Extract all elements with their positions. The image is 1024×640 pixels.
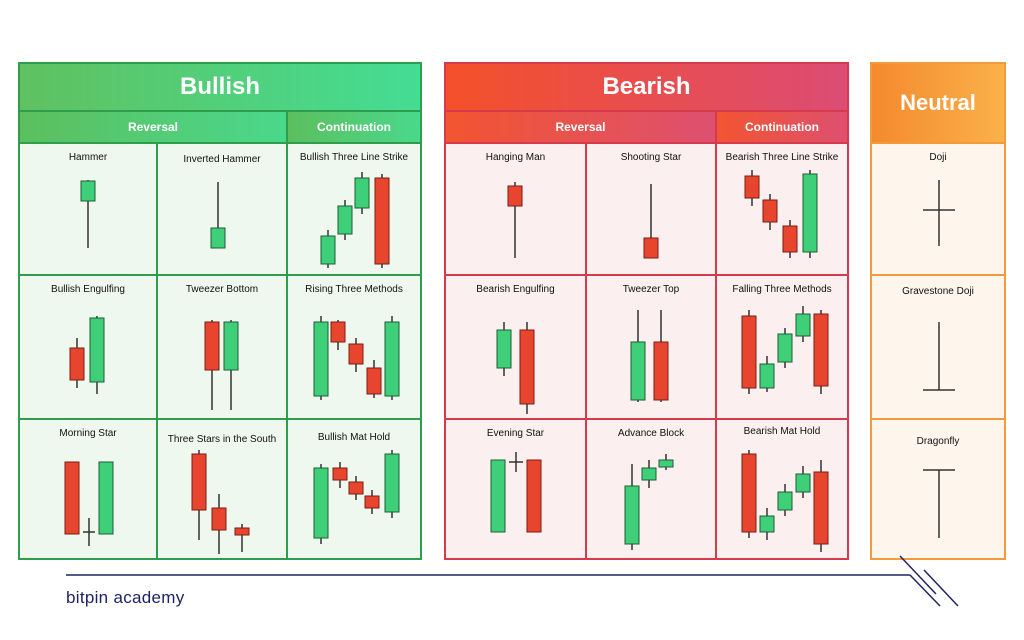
pattern-label: Three Stars in the South	[167, 434, 277, 445]
rising-three-methods-candles-icon	[313, 316, 400, 400]
pattern-bearish-three-line-strike: Bearish Three Line Strike	[717, 144, 847, 276]
bullish-reversal-header: Reversal	[20, 112, 288, 144]
pattern-bearish-engulfing: Bearish Engulfing	[446, 276, 587, 420]
pattern-dragonfly: Dragonfly	[872, 420, 1004, 558]
pattern-label: Hanging Man	[485, 152, 546, 163]
bearish-three-line-strike-candles-icon	[744, 170, 818, 258]
pattern-rising-three-methods: Rising Three Methods	[288, 276, 420, 420]
pattern-falling-three-methods: Falling Three Methods	[717, 276, 847, 420]
morning-star-candles-icon	[64, 461, 114, 546]
brand-logo-text: bitpin academy	[66, 588, 185, 607]
dragonfly-candle-icon	[923, 469, 955, 538]
pattern-label: Hammer	[68, 152, 108, 163]
bullish-three-line-strike-candles-icon	[320, 172, 390, 268]
pattern-label: Tweezer Bottom	[185, 284, 259, 295]
pattern-label: Bullish Three Line Strike	[299, 152, 409, 163]
hammer-candle-icon	[80, 180, 96, 248]
bearish-title: Bearish	[446, 64, 847, 112]
gravestone-doji-candle-icon	[923, 322, 955, 391]
pattern-label: Morning Star	[59, 428, 117, 439]
pattern-bullish-engulfing: Bullish Engulfing	[20, 276, 158, 420]
bearish-continuation-header: Continuation	[717, 112, 847, 144]
bearish-engulfing-candles-icon	[496, 322, 535, 414]
pattern-label: Bullish Engulfing	[51, 284, 125, 295]
pattern-morning-star: Morning Star	[20, 420, 158, 558]
tweezer-top-candles-icon	[630, 310, 669, 402]
tweezer-bottom-candles-icon	[204, 320, 239, 410]
pattern-bearish-mat-hold: Bearish Mat Hold	[717, 420, 847, 558]
pattern-advance-block: Advance Block	[587, 420, 717, 558]
evening-star-candles-icon	[490, 452, 542, 533]
neutral-title: Neutral	[872, 64, 1004, 144]
bullish-title: Bullish	[20, 64, 420, 112]
bullish-mat-hold-candles-icon	[313, 450, 400, 544]
bearish-reversal-header: Reversal	[446, 112, 717, 144]
pattern-tweezer-bottom: Tweezer Bottom	[158, 276, 288, 420]
pattern-label: Dragonfly	[916, 436, 960, 447]
pattern-label: Bearish Engulfing	[476, 284, 555, 295]
bearish-panel: Bearish Reversal Continuation Hanging Ma…	[444, 62, 849, 560]
pattern-three-stars-in-the-south: Three Stars in the South	[158, 420, 288, 558]
bullish-continuation-header: Continuation	[288, 112, 420, 144]
shooting-star-candle-icon	[643, 184, 659, 259]
pattern-doji: Doji	[872, 144, 1004, 276]
pattern-bullish-three-line-strike: Bullish Three Line Strike	[288, 144, 420, 276]
pattern-gravestone-doji: Gravestone Doji	[872, 276, 1004, 420]
inverted-hammer-candle-icon	[210, 182, 226, 249]
bullish-panel: Bullish Reversal Continuation Hammer Inv…	[18, 62, 422, 560]
pattern-label: Rising Three Methods	[305, 284, 403, 295]
hanging-man-candle-icon	[507, 182, 523, 258]
bearish-mat-hold-candles-icon	[741, 450, 829, 552]
pattern-label: Inverted Hammer	[183, 154, 261, 165]
pattern-label: Doji	[929, 152, 947, 163]
pattern-hanging-man: Hanging Man	[446, 144, 587, 276]
pattern-label: Advance Block	[617, 428, 685, 439]
pattern-label: Tweezer Top	[622, 284, 680, 295]
pattern-evening-star: Evening Star	[446, 420, 587, 558]
bullish-engulfing-candles-icon	[69, 316, 105, 394]
pattern-bullish-mat-hold: Bullish Mat Hold	[288, 420, 420, 558]
three-stars-in-the-south-candles-icon	[191, 450, 250, 554]
pattern-label: Bullish Mat Hold	[317, 432, 391, 443]
falling-three-methods-candles-icon	[741, 306, 829, 394]
pattern-shooting-star: Shooting Star	[587, 144, 717, 276]
pattern-label: Gravestone Doji	[902, 286, 974, 297]
pattern-tweezer-top: Tweezer Top	[587, 276, 717, 420]
pattern-inverted-hammer: Inverted Hammer	[158, 144, 288, 276]
doji-candle-icon	[923, 180, 955, 246]
advance-block-candles-icon	[624, 454, 674, 550]
pattern-label: Shooting Star	[620, 152, 682, 163]
pattern-hammer: Hammer	[20, 144, 158, 276]
pattern-label: Evening Star	[486, 428, 545, 439]
neutral-panel: Neutral Doji Gravestone Doji Dragonfly	[870, 62, 1006, 560]
pattern-label: Bearish Mat Hold	[743, 426, 821, 437]
pattern-label: Falling Three Methods	[732, 284, 832, 295]
pattern-label: Bearish Three Line Strike	[725, 152, 839, 163]
